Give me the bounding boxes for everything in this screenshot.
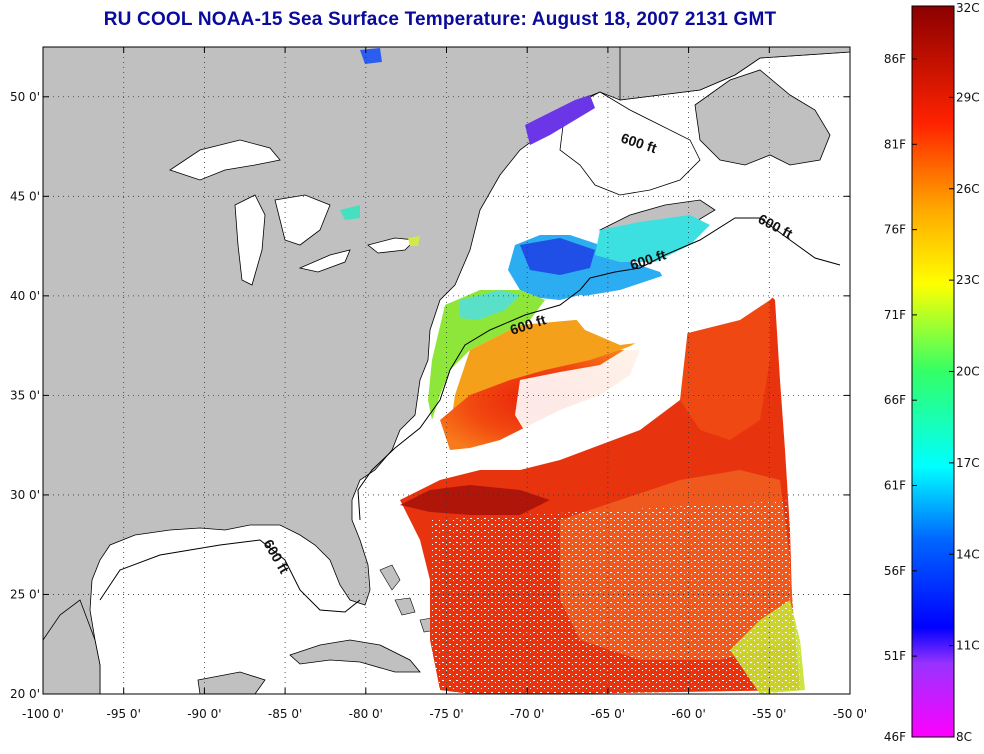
sst-st-lawrence-purple (525, 95, 595, 145)
sst-shelf-cyan (460, 290, 520, 320)
colorbar-celsius-label: 8C (956, 730, 972, 744)
land-yucatan (43, 599, 101, 694)
colorbar-fahrenheit-label: 51F (884, 649, 906, 663)
lon-tick-label: -70 0' (510, 707, 544, 721)
sst-scotian-cyan (595, 215, 710, 262)
sst-dark-red-patch (400, 485, 550, 515)
lon-tick-label: -80 0' (349, 707, 383, 721)
water-lake-michigan (234, 194, 266, 286)
land-hispaniola (197, 671, 266, 694)
lat-tick-label: 45 0' (10, 189, 40, 203)
lon-tick-label: -50 0' (833, 707, 867, 721)
colorbar-celsius-label: 14C (956, 547, 980, 561)
colorbar-fahrenheit-label: 81F (884, 137, 906, 151)
colorbar-fahrenheit-labels: 86F 81F 76F 71F 66F 61F 56F 51F 46F (884, 52, 906, 744)
lon-tick-label: -55 0' (752, 707, 786, 721)
colorbar (911, 5, 955, 738)
lat-tick-label: 20 0' (10, 687, 40, 701)
cloud-speckle (430, 500, 800, 694)
colorbar-celsius-labels: 32C 29C 26C 23C 20C 17C 14C 11C 8C (956, 1, 980, 744)
lon-tick-label: -65 0' (591, 707, 625, 721)
lat-tick-label: 25 0' (10, 587, 40, 601)
lat-tick-label: 35 0' (10, 388, 40, 402)
colorbar-celsius-label: 23C (956, 273, 980, 287)
cloud-mask-north (560, 235, 790, 345)
lat-tick-label: 30 0' (10, 488, 40, 502)
land-cuba (289, 639, 421, 673)
colorbar-fahrenheit-label: 56F (884, 564, 906, 578)
lat-tick-label: 50 0' (10, 90, 40, 104)
water-lake-erie (298, 249, 351, 273)
sst-lake-yellow (408, 236, 420, 246)
colorbar-fahrenheit-label: 76F (884, 223, 906, 237)
sst-shelf-green (428, 290, 545, 420)
colorbar-fahrenheit-label: 61F (884, 479, 906, 493)
latitude-axis: 20 0' 25 0' 30 0' 35 0' 40 0' 45 0' 50 0' (10, 90, 40, 701)
axis-ticks (42, 47, 851, 695)
colorbar-celsius-label: 20C (956, 365, 980, 379)
colorbar-celsius-label: 17C (956, 456, 980, 470)
lon-tick-label: -90 0' (187, 707, 221, 721)
sst-maine-blue-core (520, 238, 595, 275)
colorbar-fahrenheit-label: 86F (884, 52, 906, 66)
colorbar-celsius-label: 32C (956, 1, 980, 15)
map-content (43, 47, 850, 694)
land-newfoundland (694, 69, 831, 166)
colorbar-fahrenheit-label: 71F (884, 308, 906, 322)
water-gulf-st-lawrence (559, 91, 701, 196)
colorbar-celsius-label: 11C (956, 639, 980, 653)
water-lake-superior (169, 139, 281, 181)
colorbar-celsius-label: 29C (956, 90, 980, 104)
sst-lake-cyan (340, 205, 360, 220)
colorbar-ticks (912, 5, 954, 738)
cloud-mask-mid (515, 330, 670, 440)
lon-tick-label: -95 0' (107, 707, 141, 721)
lon-tick-label: -100 0' (22, 707, 64, 721)
water-lake-huron (274, 194, 331, 246)
lon-tick-label: -85 0' (268, 707, 302, 721)
land-labrador (619, 47, 850, 101)
colorbar-fahrenheit-label: 46F (884, 730, 906, 744)
colorbar-celsius-label: 26C (956, 182, 980, 196)
contour-600ft (99, 217, 841, 613)
lon-tick-label: -75 0' (429, 707, 463, 721)
lat-tick-label: 40 0' (10, 289, 40, 303)
colorbar-fahrenheit-label: 66F (884, 393, 906, 407)
map-title: RU COOL NOAA-15 Sea Surface Temperature:… (103, 9, 777, 30)
longitude-axis: -100 0' -95 0' -90 0' -85 0' -80 0' -75 0' -70… (22, 707, 867, 721)
lon-tick-label: -60 0' (671, 707, 705, 721)
